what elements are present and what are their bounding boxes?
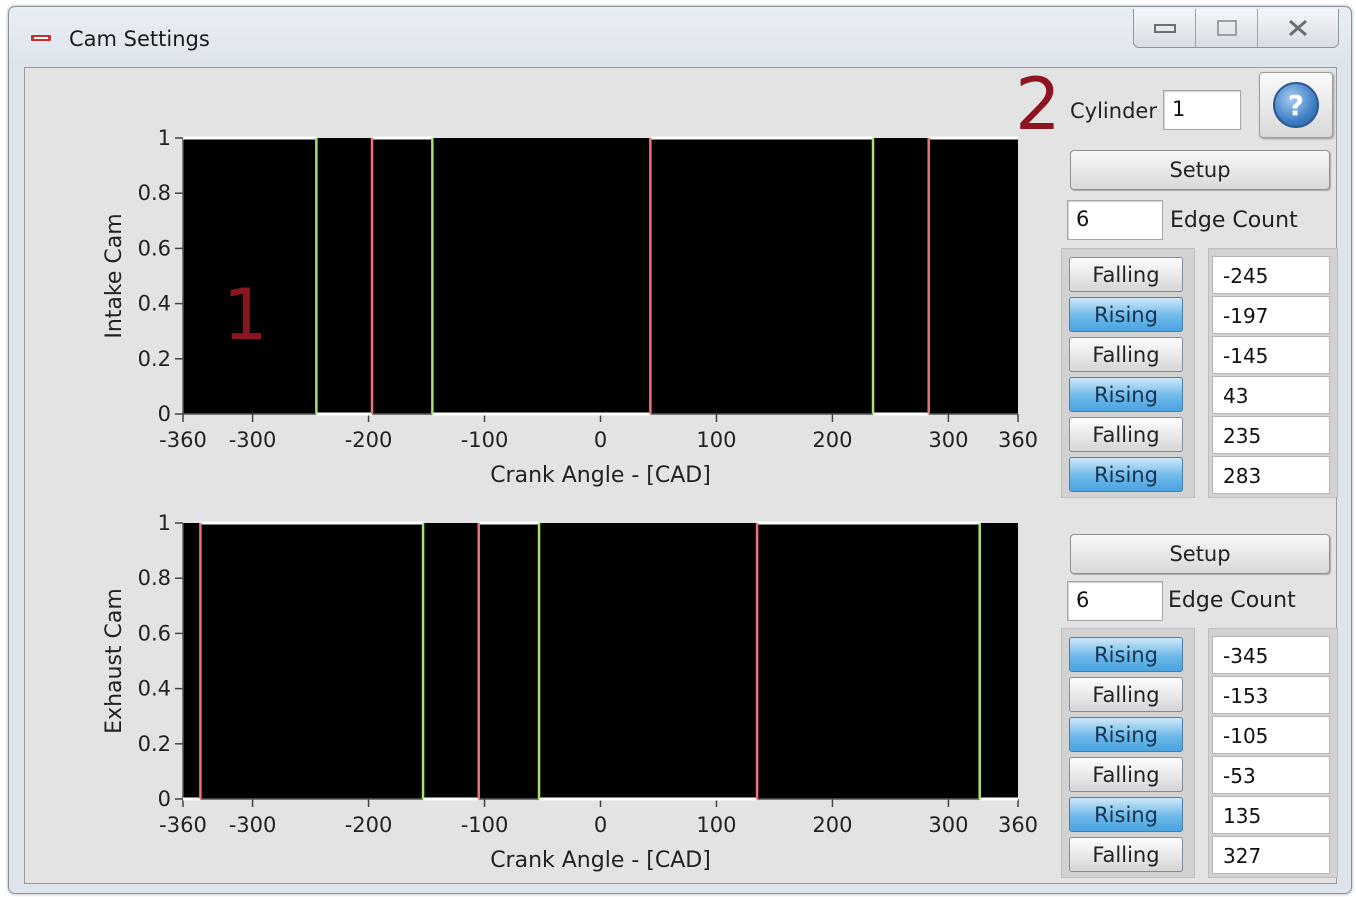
minimize-icon xyxy=(1153,24,1176,33)
exhaust-cam-chart: 0 0.2 0.4 0.6 0.8 1 -360 -300 -200 -100 0 100 200 300… xyxy=(102,511,1038,873)
chart0-x-tick-label: 300 xyxy=(928,428,968,452)
close-button[interactable] xyxy=(1258,9,1338,47)
maximize-button[interactable] xyxy=(1196,9,1259,47)
chart0-y-tick-label: 0.8 xyxy=(138,181,171,205)
chart1-y-tick-label: 0.8 xyxy=(138,566,171,590)
intake-setup-button[interactable]: Setup xyxy=(1070,150,1330,190)
chart1-x-tick-label: -200 xyxy=(345,813,393,837)
annotation-marker-2: 2 xyxy=(1015,62,1061,146)
intake-edge-type-button[interactable]: Rising xyxy=(1069,297,1183,332)
exhaust-edge-count-label: Edge Count xyxy=(1168,588,1296,613)
app-logo-icon xyxy=(31,35,51,41)
intake-edge-type-button[interactable]: Falling xyxy=(1069,417,1183,452)
chart1-y-tick-label: 0.4 xyxy=(138,677,171,701)
chart1-y-tick-label: 0.2 xyxy=(138,732,171,756)
chart1-y-tick-label: 1 xyxy=(158,511,171,535)
maximize-icon xyxy=(1216,20,1237,36)
chart0-x-tick-label: 0 xyxy=(594,428,607,452)
intake-edge-angle-input[interactable]: -145 xyxy=(1212,336,1330,374)
minimize-button[interactable] xyxy=(1134,9,1197,47)
title-bar[interactable]: Cam Settings xyxy=(9,7,1351,65)
chart1-plot-area xyxy=(183,523,1018,799)
chart1-x-tick-label: 0 xyxy=(594,813,607,837)
chart0-x-tick-label: -100 xyxy=(461,428,509,452)
exhaust-edge-angle-input[interactable]: 327 xyxy=(1212,836,1330,874)
chart1-x-axis-title: Crank Angle - [CAD] xyxy=(490,848,711,873)
cam-settings-window: Cam Settings 0 0.2 0.4 0.6 0.8 1 -360 -300 -200 -… xyxy=(8,6,1352,894)
chart0-y-tick-label: 0.4 xyxy=(138,292,171,316)
chart1-y-axis-title: Exhaust Cam xyxy=(102,588,127,734)
chart0-y-tick-label: 1 xyxy=(158,126,171,150)
client-area: 0 0.2 0.4 0.6 0.8 1 -360 -300 -200 -100 0 100 200 300… xyxy=(24,62,1338,884)
exhaust-edge-angle-input[interactable]: -345 xyxy=(1212,636,1330,674)
help-icon: ? xyxy=(1273,82,1319,128)
window-controls xyxy=(1133,9,1339,48)
chart0-x-tick-label: 360 xyxy=(998,428,1038,452)
exhaust-edge-type-button[interactable]: Falling xyxy=(1069,757,1183,792)
intake-edge-angle-input[interactable]: 283 xyxy=(1212,456,1330,494)
intake-cam-chart: 0 0.2 0.4 0.6 0.8 1 -360 -300 -200 -100 0 100 200 300… xyxy=(102,126,1038,488)
intake-edge-type-button[interactable]: Falling xyxy=(1069,257,1183,292)
exhaust-edge-angle-input[interactable]: -105 xyxy=(1212,716,1330,754)
intake-edge-type-button[interactable]: Rising xyxy=(1069,377,1183,412)
chart0-y-tick-label: 0.6 xyxy=(138,236,171,260)
intake-edge-type-button[interactable]: Rising xyxy=(1069,457,1183,492)
exhaust-setup-button[interactable]: Setup xyxy=(1070,534,1330,574)
close-icon xyxy=(1289,19,1308,37)
chart1-x-tick-label: -300 xyxy=(229,813,277,837)
intake-edge-angle-input[interactable]: 43 xyxy=(1212,376,1330,414)
exhaust-edge-type-button[interactable]: Falling xyxy=(1069,677,1183,712)
chart0-x-tick-label: -360 xyxy=(159,428,207,452)
exhaust-edge-type-button[interactable]: Rising xyxy=(1069,717,1183,752)
chart0-y-axis-title: Intake Cam xyxy=(102,213,127,338)
intake-edge-angle-input[interactable]: 235 xyxy=(1212,416,1330,454)
exhaust-edge-count-input[interactable]: 6 xyxy=(1067,581,1163,621)
window-title: Cam Settings xyxy=(69,27,210,51)
intake-edge-count-label: Edge Count xyxy=(1170,208,1298,233)
chart0-x-tick-label: 100 xyxy=(696,428,736,452)
exhaust-edge-angle-input[interactable]: 135 xyxy=(1212,796,1330,834)
annotation-marker-1: 1 xyxy=(223,274,268,356)
exhaust-edge-angle-input[interactable]: -53 xyxy=(1212,756,1330,794)
exhaust-cam-plot: 0 0.2 0.4 0.6 0.8 1 -360 -300 -200 -100 0 100 200 300… xyxy=(25,453,1055,873)
chart0-x-axis-title: Crank Angle - [CAD] xyxy=(490,463,711,488)
chart0-x-tick-label: 200 xyxy=(812,428,852,452)
chart1-x-tick-label: 360 xyxy=(998,813,1038,837)
chart0-x-tick-label: -300 xyxy=(229,428,277,452)
exhaust-edge-angle-input[interactable]: -153 xyxy=(1212,676,1330,714)
chart0-x-tick-label: -200 xyxy=(345,428,393,452)
help-button[interactable]: ? xyxy=(1259,72,1333,138)
chart1-y-tick-label: 0.6 xyxy=(138,621,171,645)
exhaust-edge-type-button[interactable]: Falling xyxy=(1069,837,1183,872)
chart1-x-tick-label: -360 xyxy=(159,813,207,837)
chart1-x-tick-label: 100 xyxy=(696,813,736,837)
cylinder-label: Cylinder xyxy=(1070,99,1157,123)
chart0-y-tick-label: 0.2 xyxy=(138,347,171,371)
chart0-y-tick-label: 0 xyxy=(158,402,171,426)
chart1-x-tick-label: 200 xyxy=(812,813,852,837)
cylinder-input[interactable]: 1 xyxy=(1163,90,1241,130)
intake-cam-plot: 0 0.2 0.4 0.6 0.8 1 -360 -300 -200 -100 0 100 200 300… xyxy=(25,68,1055,488)
chart1-y-tick-label: 0 xyxy=(158,787,171,811)
intake-edge-type-button[interactable]: Falling xyxy=(1069,337,1183,372)
chart0-plot-area xyxy=(183,138,1018,414)
chart1-x-tick-label: 300 xyxy=(928,813,968,837)
intake-edge-angle-input[interactable]: -197 xyxy=(1212,296,1330,334)
intake-edge-count-input[interactable]: 6 xyxy=(1067,200,1163,240)
exhaust-edge-type-button[interactable]: Rising xyxy=(1069,797,1183,832)
exhaust-edge-type-button[interactable]: Rising xyxy=(1069,637,1183,672)
chart1-x-tick-label: -100 xyxy=(461,813,509,837)
intake-edge-angle-input[interactable]: -245 xyxy=(1212,256,1330,294)
